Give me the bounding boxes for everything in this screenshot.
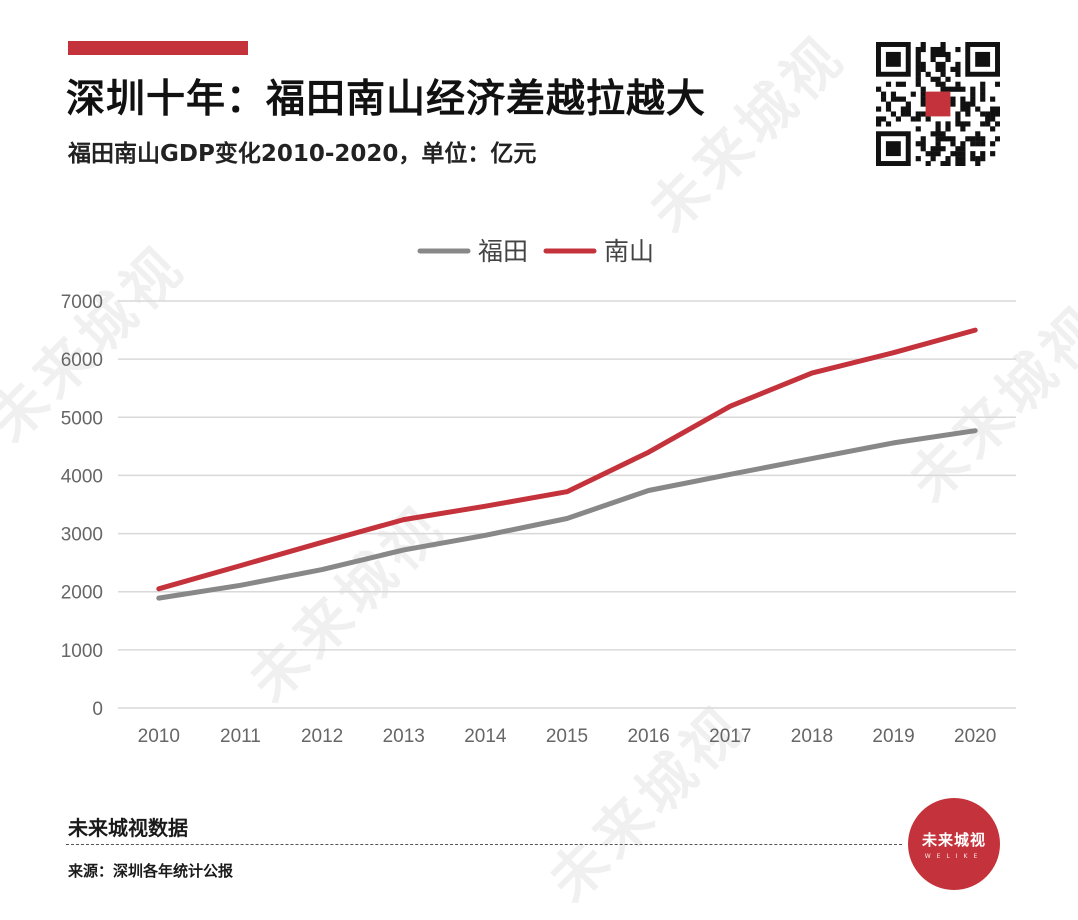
x-tick-label: 2018 xyxy=(791,726,833,747)
y-tick-label: 0 xyxy=(92,699,103,720)
x-tick-label: 2010 xyxy=(138,726,180,747)
x-tick-label: 2020 xyxy=(954,726,996,747)
x-tick-label: 2016 xyxy=(627,726,669,747)
series-line-2 xyxy=(156,327,978,592)
page-subtitle: 福田南山GDP变化2010-2020，单位：亿元 xyxy=(68,141,537,167)
series-line-1 xyxy=(156,428,978,601)
y-tick-label: 1000 xyxy=(61,641,103,662)
source-note: 来源：深圳各年统计公报 xyxy=(68,862,234,880)
watermark: 未来城视 xyxy=(636,23,859,245)
x-tick-label: 2011 xyxy=(220,726,261,747)
y-tick-label: 4000 xyxy=(61,466,103,487)
x-tick-label: 2015 xyxy=(546,726,588,747)
y-tick-label: 7000 xyxy=(61,292,103,313)
y-tick-label: 2000 xyxy=(61,583,103,604)
page-title: 深圳十年：福田南山经济差越拉越大 xyxy=(66,77,707,122)
brand-logo-subtext: WELIKE xyxy=(924,852,984,860)
y-tick-label: 3000 xyxy=(61,525,103,546)
qr-code-icon xyxy=(876,42,1000,166)
x-tick-label: 2014 xyxy=(464,726,507,747)
brand-label: 未来城视数据 xyxy=(68,816,188,840)
y-tick-label: 6000 xyxy=(61,350,103,371)
legend-label: 福田 xyxy=(478,237,528,266)
x-tick-label: 2013 xyxy=(383,726,425,747)
brand-logo-text: 未来城视 xyxy=(921,830,986,849)
line-chart: 0 1000 2000 3000 4000 5000 6000 7000 2010 2011 201… xyxy=(61,237,1016,747)
legend-label: 南山 xyxy=(604,237,654,266)
x-tick-label: 2017 xyxy=(709,726,751,747)
brand-logo: 未来城视 WELIKE xyxy=(908,798,1000,890)
footer-divider xyxy=(66,844,902,845)
y-tick-label: 5000 xyxy=(61,408,103,429)
x-tick-label: 2019 xyxy=(872,726,914,747)
x-tick-label: 2012 xyxy=(301,726,343,747)
accent-bar xyxy=(68,41,248,55)
